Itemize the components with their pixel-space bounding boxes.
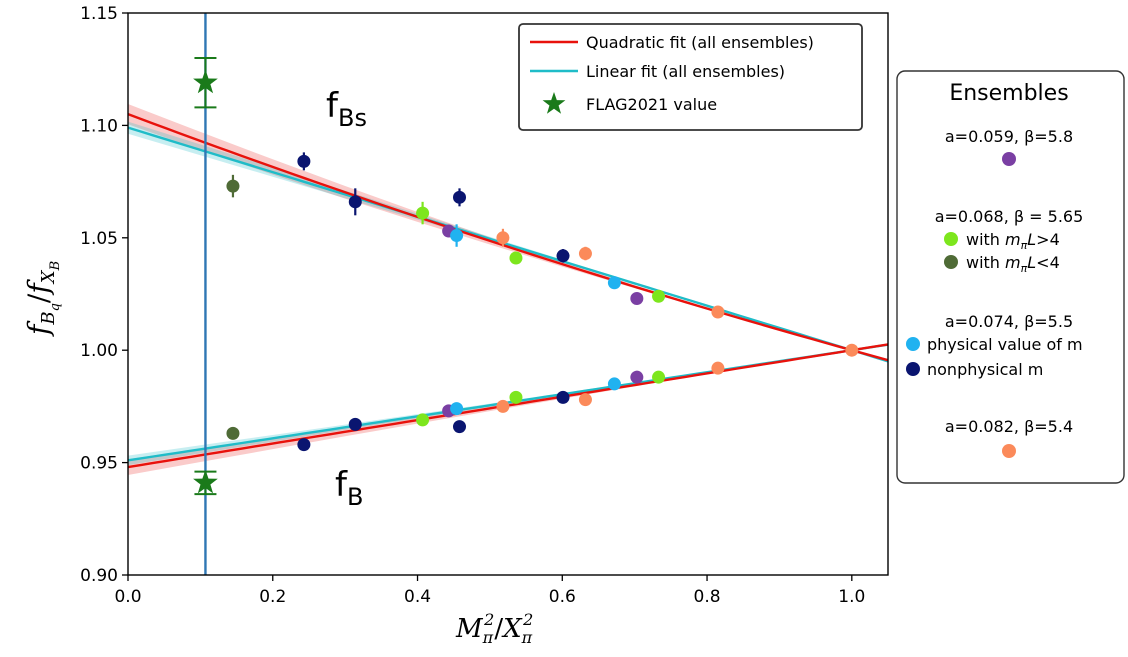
ensemble-marker-a068-big	[944, 232, 958, 246]
annotation-fbs: fBs	[326, 86, 367, 132]
data-point	[453, 190, 467, 204]
plot-frame	[127, 12, 889, 576]
data-point	[509, 251, 523, 265]
data-point	[450, 229, 464, 243]
data-point	[297, 438, 311, 452]
x-tick-label: 1.0	[838, 587, 865, 607]
ensemble-item-a074-nonphys: nonphysical m	[927, 360, 1043, 379]
ensemble-marker-a082	[1002, 444, 1016, 458]
data-point	[226, 426, 240, 440]
x-tick-label: 0.6	[549, 587, 576, 607]
x-tick-label: 0.4	[404, 587, 431, 607]
x-tick-label: 0.8	[694, 587, 721, 607]
legend-quadratic-label: Quadratic fit (all ensembles)	[586, 33, 814, 52]
data-point	[416, 206, 430, 220]
flag-star-marker	[193, 69, 218, 94]
ensemble-marker-a074-nonphys	[906, 362, 920, 376]
data-point	[226, 179, 240, 193]
x-tick-label: 0.2	[259, 587, 286, 607]
y-tick-label: 0.95	[80, 454, 118, 474]
x-axis-title: Mπ2/Xπ2	[455, 610, 533, 647]
ensemble-label-a074: a=0.074, β=5.5	[945, 312, 1073, 331]
ensemble-label-a068: a=0.068, β = 5.65	[935, 207, 1084, 226]
ensembles-legend-frame	[896, 70, 1125, 484]
ensemble-item-a068-small: with mπL<4	[966, 253, 1060, 275]
y-tick-label: 1.05	[80, 229, 118, 249]
fit-legend-frame	[518, 23, 863, 131]
x-tick-label: 0.0	[114, 587, 141, 607]
y-tick-label: 1.10	[80, 116, 118, 136]
ensemble-item-a074-phys: physical value of m	[927, 335, 1083, 354]
fbs-quadratic-fit-line	[127, 113, 889, 362]
data-point	[607, 276, 621, 290]
data-point	[711, 305, 725, 319]
y-tick-label: 0.90	[80, 566, 118, 586]
data-point	[711, 361, 725, 375]
ensemble-label-a082: a=0.082, β=5.4	[945, 417, 1073, 436]
data-point	[652, 289, 666, 303]
legend-linear-label: Linear fit (all ensembles)	[586, 62, 785, 81]
legend-flag-star-shape	[542, 92, 566, 114]
data-point	[496, 231, 510, 245]
data-point	[556, 390, 570, 404]
data-point	[630, 291, 644, 305]
data-point	[578, 393, 592, 407]
data-point	[630, 370, 644, 384]
y-axis-title: fBq/fXB	[22, 261, 63, 337]
data-point	[348, 417, 362, 431]
data-point	[509, 390, 523, 404]
data-point	[652, 370, 666, 384]
data-point	[450, 402, 464, 416]
fbs-linear-fit-line	[127, 126, 889, 363]
data-point	[496, 399, 510, 413]
y-tick-label: 1.15	[80, 4, 118, 24]
legend-flag-star-icon	[542, 92, 566, 114]
fit-legend: Quadratic fit (all ensembles) Linear fit…	[518, 23, 863, 131]
ensemble-marker-a059	[1002, 152, 1016, 166]
data-point	[556, 249, 570, 263]
data-point	[416, 413, 430, 427]
flag-star-marker	[193, 469, 218, 494]
ensemble-label-a059: a=0.059, β=5.8	[945, 127, 1073, 146]
legend-flag-label: FLAG2021 value	[586, 95, 717, 114]
data-point	[845, 343, 859, 357]
ensembles-title: Ensembles	[949, 81, 1068, 106]
data-point	[607, 377, 621, 391]
y-tick-label: 1.00	[80, 341, 118, 361]
data-point	[578, 247, 592, 261]
ensembles-legend: Ensembles a=0.059, β=5.8 a=0.068, β = 5.…	[896, 70, 1125, 484]
ensemble-item-a068-big: with mπL>4	[966, 230, 1060, 252]
ensemble-marker-a074-phys	[906, 337, 920, 351]
data-point	[348, 195, 362, 209]
annotation-fb: fB	[335, 465, 363, 511]
data-point	[297, 154, 311, 168]
data-point	[453, 420, 467, 434]
ensemble-marker-a068-small	[944, 255, 958, 269]
